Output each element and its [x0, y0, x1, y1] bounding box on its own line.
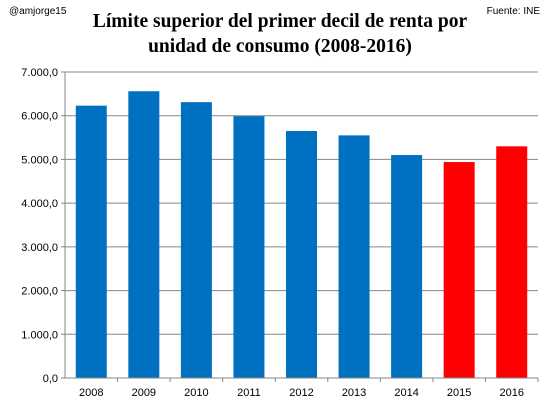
- bar-2011: [233, 116, 265, 378]
- x-tick-label: 2016: [499, 387, 523, 399]
- bar-2010: [180, 102, 212, 379]
- y-tick-label: 0,0: [43, 373, 58, 385]
- x-tick-label: 2013: [342, 387, 366, 399]
- bar-2015: [443, 162, 475, 378]
- axes: [61, 71, 539, 382]
- x-tick-label: 2011: [237, 387, 261, 399]
- y-tick-label: 1.000,0: [21, 329, 58, 341]
- bar-2009: [128, 91, 160, 378]
- chart-title-line-1: Límite superior del primer decil de rent…: [92, 11, 468, 32]
- x-tick-label: 2014: [394, 387, 418, 399]
- y-tick-label: 5.000,0: [21, 154, 58, 166]
- author-handle: @amjorge15: [9, 6, 67, 17]
- y-tick-label: 3.000,0: [21, 242, 58, 254]
- bar-2008: [75, 105, 107, 378]
- x-tick-label: 2015: [447, 387, 471, 399]
- x-tick-label: 2008: [79, 387, 103, 399]
- x-tick-label: 2010: [184, 387, 208, 399]
- bar-2013: [338, 135, 370, 378]
- bar-2014: [391, 155, 423, 378]
- bar-2016: [496, 146, 528, 378]
- y-tick-label: 6.000,0: [21, 111, 58, 123]
- y-tick-label: 4.000,0: [21, 198, 58, 210]
- bar-2012: [286, 131, 317, 378]
- bars: [75, 91, 528, 379]
- chart-title: Límite superior del primer decil de rent…: [60, 9, 500, 59]
- y-tick-label: 7.000,0: [21, 67, 58, 79]
- x-tick-label: 2012: [289, 387, 313, 399]
- tick-labels: 0,0 1.000,0 2.000,0 3.000,0 4.000,0 5.000,0 6.…: [21, 67, 524, 399]
- y-tick-label: 2.000,0: [21, 286, 58, 298]
- x-tick-label: 2009: [132, 387, 156, 399]
- chart-title-line-2: unidad de consumo (2008-2016): [148, 36, 412, 57]
- source-credit: Fuente: INE: [486, 6, 540, 17]
